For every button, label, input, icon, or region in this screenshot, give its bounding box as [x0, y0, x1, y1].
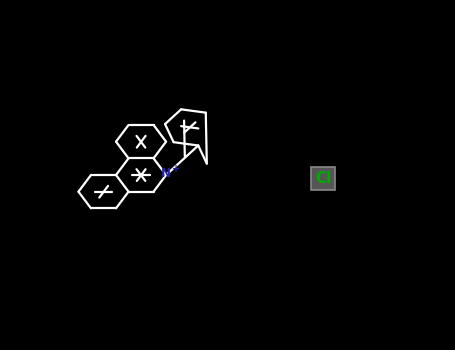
Text: +: + [172, 164, 180, 174]
Text: N: N [161, 167, 171, 180]
Text: Cl: Cl [315, 171, 331, 186]
